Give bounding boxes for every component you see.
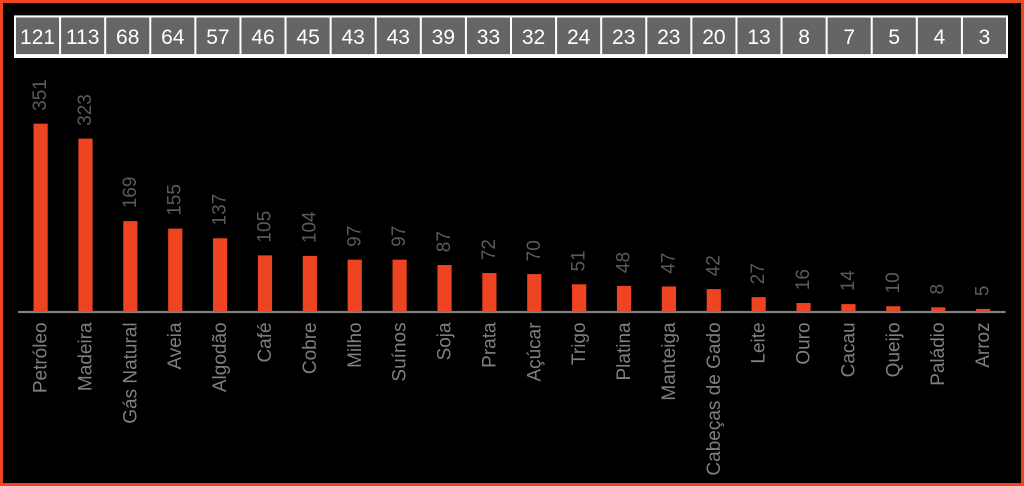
svg-text:Petróleo: Petróleo <box>31 322 52 393</box>
svg-text:Prata: Prata <box>479 322 500 368</box>
svg-text:97: 97 <box>389 226 410 247</box>
svg-text:14: 14 <box>838 270 859 292</box>
svg-text:5: 5 <box>888 26 900 49</box>
svg-text:57: 57 <box>206 26 229 49</box>
svg-text:Café: Café <box>255 322 276 362</box>
svg-text:Cacau: Cacau <box>838 322 859 377</box>
svg-text:Algodão: Algodão <box>210 322 231 392</box>
svg-text:43: 43 <box>342 26 365 49</box>
svg-text:105: 105 <box>255 211 276 243</box>
svg-text:4: 4 <box>934 26 946 49</box>
svg-text:155: 155 <box>165 184 186 216</box>
svg-text:3: 3 <box>979 26 991 49</box>
svg-text:33: 33 <box>477 26 500 49</box>
svg-text:Cabeças de Gado: Cabeças de Gado <box>704 322 725 475</box>
svg-text:70: 70 <box>524 240 545 261</box>
svg-text:Cobre: Cobre <box>300 322 321 374</box>
svg-text:68: 68 <box>116 26 139 49</box>
svg-text:32: 32 <box>522 26 545 49</box>
svg-text:10: 10 <box>883 272 904 293</box>
svg-text:Açúcar: Açúcar <box>524 322 545 382</box>
svg-text:Arroz: Arroz <box>973 322 994 367</box>
svg-text:Paládio: Paládio <box>928 322 949 385</box>
svg-text:Trigo: Trigo <box>569 322 590 365</box>
svg-text:13: 13 <box>747 26 770 49</box>
svg-text:39: 39 <box>432 26 455 49</box>
svg-text:45: 45 <box>296 26 319 49</box>
svg-text:Leite: Leite <box>749 322 770 363</box>
svg-text:104: 104 <box>299 211 320 243</box>
svg-text:46: 46 <box>251 26 274 49</box>
svg-text:113: 113 <box>66 26 99 49</box>
svg-text:Soja: Soja <box>435 322 456 360</box>
svg-text:Platina: Platina <box>614 322 635 381</box>
svg-text:5: 5 <box>973 286 994 297</box>
svg-text:Queijo: Queijo <box>883 322 904 377</box>
svg-text:121: 121 <box>20 26 55 49</box>
svg-text:64: 64 <box>161 26 185 49</box>
svg-text:23: 23 <box>612 26 635 49</box>
svg-text:Milho: Milho <box>345 322 366 367</box>
svg-text:51: 51 <box>569 250 590 271</box>
svg-text:97: 97 <box>344 226 365 247</box>
svg-text:72: 72 <box>479 239 500 260</box>
svg-text:Manteiga: Manteiga <box>659 322 680 401</box>
svg-text:20: 20 <box>702 26 725 49</box>
svg-text:42: 42 <box>703 255 724 276</box>
svg-text:Madeira: Madeira <box>75 322 96 391</box>
svg-text:323: 323 <box>75 94 96 126</box>
svg-text:27: 27 <box>748 263 769 284</box>
svg-text:24: 24 <box>567 26 591 49</box>
svg-text:Ouro: Ouro <box>794 322 815 364</box>
svg-text:Suínos: Suínos <box>390 322 411 381</box>
svg-text:137: 137 <box>210 194 231 226</box>
svg-text:23: 23 <box>657 26 680 49</box>
svg-text:47: 47 <box>658 252 679 273</box>
svg-text:8: 8 <box>798 26 810 49</box>
svg-text:16: 16 <box>793 269 814 290</box>
svg-text:7: 7 <box>843 26 855 49</box>
svg-text:87: 87 <box>434 231 455 252</box>
svg-text:8: 8 <box>928 284 949 295</box>
svg-text:Gás Natural: Gás Natural <box>120 322 141 423</box>
svg-text:351: 351 <box>30 79 51 111</box>
svg-text:169: 169 <box>120 177 141 209</box>
svg-text:48: 48 <box>614 252 635 273</box>
svg-text:Aveia: Aveia <box>165 322 186 370</box>
svg-text:43: 43 <box>387 26 410 49</box>
